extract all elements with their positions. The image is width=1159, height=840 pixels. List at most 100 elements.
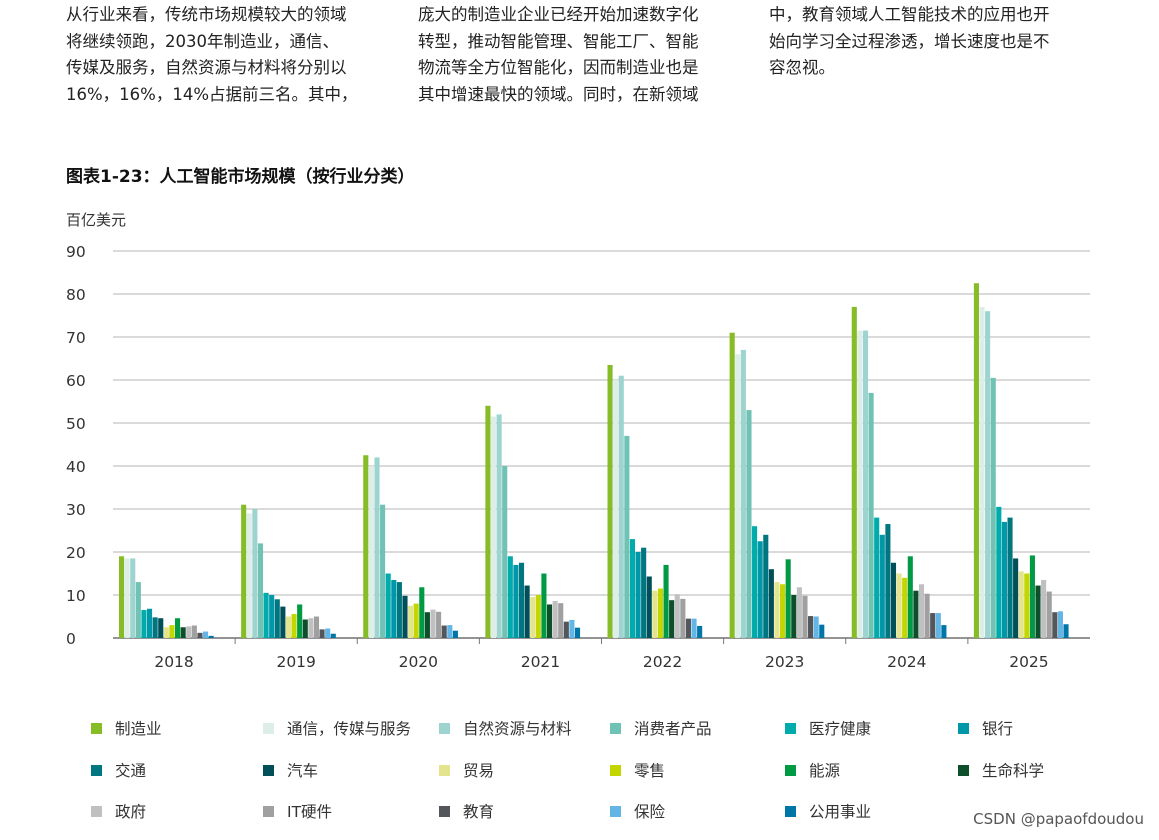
y-tick-label: 90: [66, 243, 86, 261]
y-tick-label: 30: [66, 501, 86, 519]
legend-label: 生命科学: [982, 762, 1045, 780]
bar: [524, 585, 530, 638]
bar: [257, 543, 264, 638]
bar: [396, 582, 402, 638]
bar: [535, 595, 541, 638]
bar: [152, 617, 158, 638]
bar: [513, 564, 519, 638]
paragraph-line: 转型，推动智能管理、智能工厂、智能: [418, 31, 699, 51]
bar: [774, 582, 780, 638]
bar: [452, 630, 458, 638]
bar: [408, 605, 414, 638]
paragraph-line: 将继续领跑，2030年制造业，通信、: [66, 31, 339, 51]
legend-swatch: [610, 722, 621, 734]
bar: [918, 584, 925, 638]
bar: [607, 364, 613, 638]
bar: [330, 633, 336, 638]
legend-swatch: [439, 764, 450, 776]
paragraph-line: 物流等全方位智能化，因而制造业也是: [418, 58, 699, 77]
bar: [246, 513, 252, 638]
bar: [374, 457, 380, 638]
bar: [1035, 585, 1041, 638]
bar: [490, 416, 497, 638]
bar: [874, 517, 880, 638]
bar: [802, 595, 808, 638]
bar: [913, 590, 919, 638]
bar: [363, 455, 369, 638]
bar: [691, 618, 697, 638]
bar: [558, 603, 564, 638]
legend-swatch: [610, 764, 621, 776]
bar: [629, 539, 635, 638]
legend-swatch: [610, 805, 621, 817]
x-tick-label: 2018: [154, 653, 193, 671]
bar: [130, 558, 136, 638]
bar: [1018, 571, 1024, 638]
x-tick-label: 2021: [521, 653, 560, 671]
bar: [941, 625, 947, 638]
bar: [780, 584, 786, 638]
legend-label: 交通: [115, 762, 147, 780]
bar: [735, 354, 741, 638]
bar: [796, 587, 802, 638]
paragraph-line: 始向学习全过程渗透，增长速度也是不: [769, 31, 1050, 51]
paragraph-line: 传媒及服务，自然资源与材料将分别以: [66, 58, 347, 77]
legend-item: 银行: [958, 718, 1013, 738]
legend-swatch: [958, 722, 969, 734]
y-tick-label: 70: [66, 329, 86, 347]
bar: [763, 534, 769, 638]
bar: [391, 579, 397, 638]
bar: [191, 625, 197, 638]
bar: [569, 619, 575, 638]
legend-item: 医疗健康: [785, 718, 871, 738]
bar: [518, 562, 525, 638]
y-tick-label: 40: [66, 458, 86, 476]
bar: [973, 283, 979, 638]
bar: [851, 306, 857, 638]
bar: [1057, 611, 1063, 638]
bar: [147, 608, 153, 638]
paragraph-line: 庞大的制造业企业已经开始加速数字化: [418, 5, 699, 24]
legend-item: 汽车: [263, 760, 318, 780]
bar: [613, 380, 619, 638]
legend-label: 医疗健康: [809, 720, 872, 738]
bar: [385, 573, 391, 638]
bar: [1052, 612, 1058, 638]
legend-swatch: [263, 764, 274, 776]
paragraph-line: 容忽视。: [769, 58, 835, 77]
bar: [808, 616, 814, 638]
csdn-watermark: CSDN @papaofdoudou: [973, 810, 1144, 828]
bar: [1063, 624, 1069, 638]
legend-item: 消费者产品: [610, 718, 712, 738]
bar: [890, 562, 897, 638]
bar: [208, 635, 214, 638]
y-tick-label: 80: [66, 286, 86, 304]
paragraph-line: 其中增速最快的领域。同时，在新领域: [418, 84, 699, 104]
legend-label: IT硬件: [287, 803, 333, 821]
bar: [135, 582, 141, 638]
legend-label: 银行: [982, 720, 1014, 738]
legend-item: 教育: [439, 801, 494, 821]
legend-item: 能源: [785, 760, 840, 780]
bar: [530, 597, 536, 638]
x-tick-label: 2020: [399, 653, 438, 671]
bar: [740, 349, 746, 638]
bar: [269, 595, 275, 638]
bar: [1024, 573, 1030, 638]
bar: [546, 604, 553, 638]
bar: [447, 625, 453, 638]
bar: [1029, 555, 1035, 638]
legend-label: 公用事业: [809, 803, 872, 821]
legend-swatch: [263, 805, 274, 817]
bar: [252, 509, 258, 638]
legend-label: 保险: [634, 803, 666, 821]
bar: [685, 618, 691, 638]
bar: [752, 526, 758, 638]
legend-swatch: [439, 805, 450, 817]
bar: [563, 621, 569, 638]
bar: [979, 306, 985, 638]
bar: [313, 616, 320, 638]
bar: [663, 564, 669, 638]
intro-paragraph-3: 中，教育领域人工智能技术的应用也开 始向学习全过程渗透，增长速度也是不 容忽视。: [769, 2, 1050, 82]
bar: [124, 558, 130, 638]
